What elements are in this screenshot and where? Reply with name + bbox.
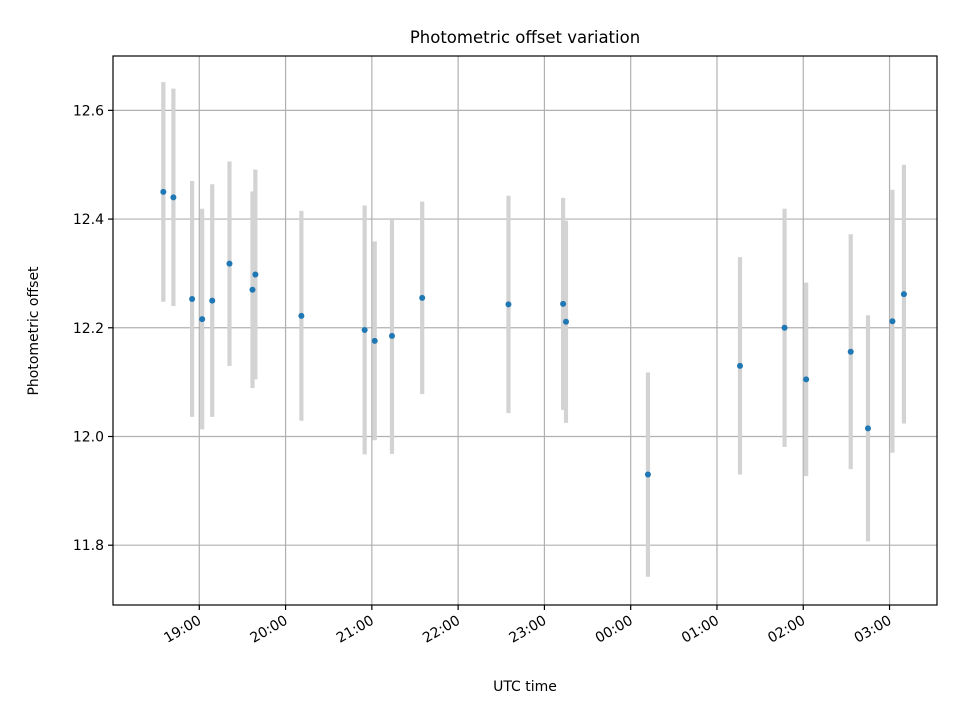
- grid: [113, 56, 937, 605]
- data-point: [189, 295, 196, 302]
- chart-title: Photometric offset variation: [410, 28, 640, 47]
- y-tick-label: 12.4: [73, 212, 104, 228]
- data-point: [847, 348, 854, 355]
- data-point: [209, 297, 216, 304]
- y-tick-label: 12.2: [73, 321, 104, 337]
- data-point: [864, 425, 871, 432]
- x-axis-label: UTC time: [493, 679, 557, 695]
- data-point: [889, 318, 896, 325]
- data-point: [361, 326, 368, 333]
- data-point: [562, 318, 569, 325]
- data-point: [199, 316, 206, 323]
- y-tick-label: 11.8: [73, 538, 104, 554]
- y-tick-label: 12.6: [73, 103, 104, 119]
- data-point: [371, 337, 378, 344]
- y-axis-label: Photometric offset: [26, 266, 42, 396]
- data-point: [560, 300, 567, 307]
- y-axis-ticks: 11.8 12.0 12.2 12.4 12.6: [73, 103, 113, 554]
- data-point: [900, 291, 907, 298]
- plot-frame: [112, 55, 938, 606]
- y-tick-label: 12.0: [73, 429, 104, 445]
- data-point: [160, 188, 167, 195]
- data-points: [160, 188, 907, 478]
- data-point: [226, 260, 233, 267]
- data-point: [298, 312, 305, 319]
- data-point: [644, 471, 651, 478]
- data-point: [781, 324, 788, 331]
- data-point: [803, 376, 810, 383]
- data-point: [252, 271, 259, 278]
- data-point: [419, 294, 426, 301]
- data-point: [505, 301, 512, 308]
- data-point: [249, 286, 256, 293]
- data-point: [170, 194, 177, 201]
- data-point: [736, 362, 743, 369]
- data-point: [388, 332, 395, 339]
